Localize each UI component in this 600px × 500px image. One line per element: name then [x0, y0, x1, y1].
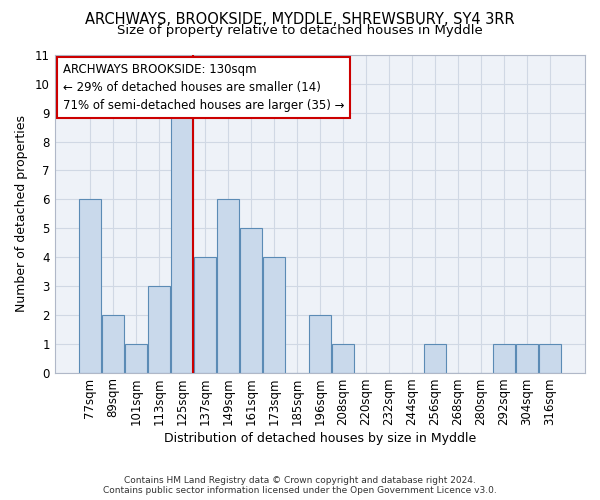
Bar — [217, 200, 239, 372]
Bar — [148, 286, 170, 372]
X-axis label: Distribution of detached houses by size in Myddle: Distribution of detached houses by size … — [164, 432, 476, 445]
Bar — [424, 344, 446, 372]
Bar — [240, 228, 262, 372]
Bar — [516, 344, 538, 372]
Text: Contains HM Land Registry data © Crown copyright and database right 2024.
Contai: Contains HM Land Registry data © Crown c… — [103, 476, 497, 495]
Text: ARCHWAYS BROOKSIDE: 130sqm
← 29% of detached houses are smaller (14)
71% of semi: ARCHWAYS BROOKSIDE: 130sqm ← 29% of deta… — [63, 63, 344, 112]
Y-axis label: Number of detached properties: Number of detached properties — [15, 116, 28, 312]
Bar — [332, 344, 354, 372]
Bar — [194, 257, 216, 372]
Bar — [309, 315, 331, 372]
Bar — [493, 344, 515, 372]
Text: Size of property relative to detached houses in Myddle: Size of property relative to detached ho… — [117, 24, 483, 37]
Text: ARCHWAYS, BROOKSIDE, MYDDLE, SHREWSBURY, SY4 3RR: ARCHWAYS, BROOKSIDE, MYDDLE, SHREWSBURY,… — [85, 12, 515, 28]
Bar — [125, 344, 147, 372]
Bar — [539, 344, 561, 372]
Bar — [79, 200, 101, 372]
Bar — [263, 257, 285, 372]
Bar — [171, 112, 193, 372]
Bar — [102, 315, 124, 372]
